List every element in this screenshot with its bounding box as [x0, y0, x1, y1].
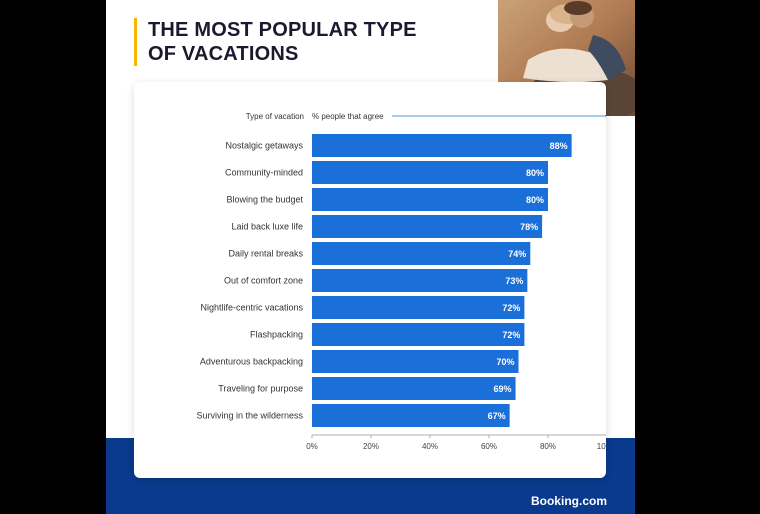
couple-photo: [498, 0, 635, 116]
bar-value-label: 72%: [502, 330, 520, 340]
bar: [312, 242, 531, 265]
bar: [312, 188, 548, 211]
category-header: Type of vacation: [246, 112, 304, 121]
category-label: Adventurous backpacking: [200, 357, 303, 367]
bar-value-label: 80%: [526, 168, 544, 178]
x-tick-label: 0%: [306, 442, 318, 451]
brand-logo: Booking.com: [530, 494, 607, 508]
page-title: THE MOST POPULAR TYPE OF VACATIONS: [148, 18, 448, 66]
bar: [312, 404, 510, 427]
bar-value-label: 70%: [496, 357, 514, 367]
x-tick-label: 100%: [597, 442, 606, 451]
chart-card: Type of vacation % people that agree Nos…: [134, 82, 617, 478]
bar: [312, 350, 519, 373]
category-label: Surviving in the wilderness: [196, 411, 303, 421]
bar: [312, 269, 528, 292]
bar-value-label: 80%: [526, 195, 544, 205]
x-tick-label: 80%: [540, 442, 556, 451]
title-line-1: THE MOST POPULAR TYPE: [148, 19, 417, 41]
bar-value-label: 78%: [520, 222, 538, 232]
couple-photo-illustration: [498, 0, 635, 116]
category-label: Daily rental breaks: [228, 249, 303, 259]
value-header: % people that agree: [312, 112, 384, 121]
bar: [312, 323, 525, 346]
x-tick-label: 60%: [481, 442, 497, 451]
infographic: THE MOST POPULAR TYPE OF VACATIONS Booki…: [106, 0, 635, 514]
bar-value-label: 69%: [494, 384, 512, 394]
category-label: Community-minded: [225, 168, 303, 178]
bar: [312, 161, 548, 184]
bar-value-label: 67%: [488, 411, 506, 421]
bar: [312, 296, 525, 319]
title-accent-bar: [134, 18, 137, 66]
category-label: Laid back luxe life: [231, 222, 303, 232]
bar-value-label: 88%: [550, 141, 568, 151]
x-tick-label: 20%: [363, 442, 379, 451]
category-label: Flashpacking: [250, 330, 303, 340]
value-header-rule-end: [605, 114, 609, 118]
bar-value-label: 72%: [502, 303, 520, 313]
bar: [312, 215, 543, 238]
category-label: Traveling for purpose: [218, 384, 303, 394]
x-tick-label: 40%: [422, 442, 438, 451]
bar: [312, 377, 516, 400]
bar-value-label: 73%: [505, 276, 523, 286]
category-label: Blowing the budget: [226, 195, 303, 205]
bar: [312, 134, 572, 157]
category-label: Nightlife-centric vacations: [200, 303, 303, 313]
bar-value-label: 74%: [508, 249, 526, 259]
bar-chart: Type of vacation % people that agree Nos…: [196, 112, 617, 451]
category-label: Nostalgic getaways: [225, 141, 303, 151]
category-label: Out of comfort zone: [224, 276, 303, 286]
title-line-2: OF VACATIONS: [148, 43, 299, 65]
